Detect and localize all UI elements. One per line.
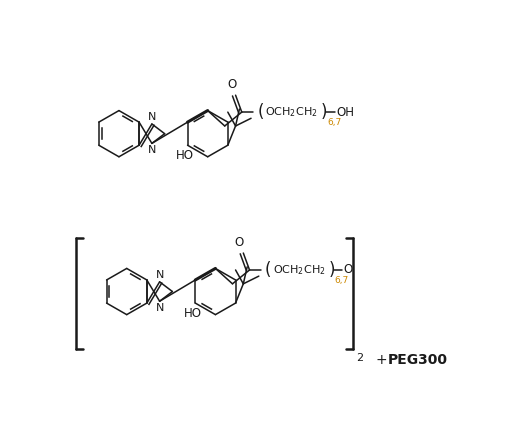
Text: 2: 2 — [356, 353, 363, 363]
Text: N: N — [148, 112, 156, 123]
Text: OCH$_2$CH$_2$: OCH$_2$CH$_2$ — [265, 105, 317, 119]
Text: O: O — [343, 264, 352, 277]
Text: O: O — [227, 78, 236, 91]
Text: OH: OH — [337, 106, 355, 119]
Text: OCH$_2$CH$_2$: OCH$_2$CH$_2$ — [273, 263, 325, 277]
Text: ): ) — [321, 103, 328, 121]
Text: 6,7: 6,7 — [335, 276, 349, 285]
Text: (: ( — [265, 261, 271, 279]
Text: (: ( — [257, 103, 263, 121]
Text: O: O — [235, 236, 244, 249]
Text: +: + — [376, 353, 396, 367]
Text: PEG300: PEG300 — [388, 353, 448, 367]
Text: N: N — [155, 303, 164, 313]
Text: HO: HO — [183, 306, 201, 320]
Text: ): ) — [329, 261, 335, 279]
Text: N: N — [155, 270, 164, 280]
Text: N: N — [148, 145, 156, 155]
Text: 6,7: 6,7 — [327, 118, 341, 127]
Text: HO: HO — [176, 149, 194, 162]
